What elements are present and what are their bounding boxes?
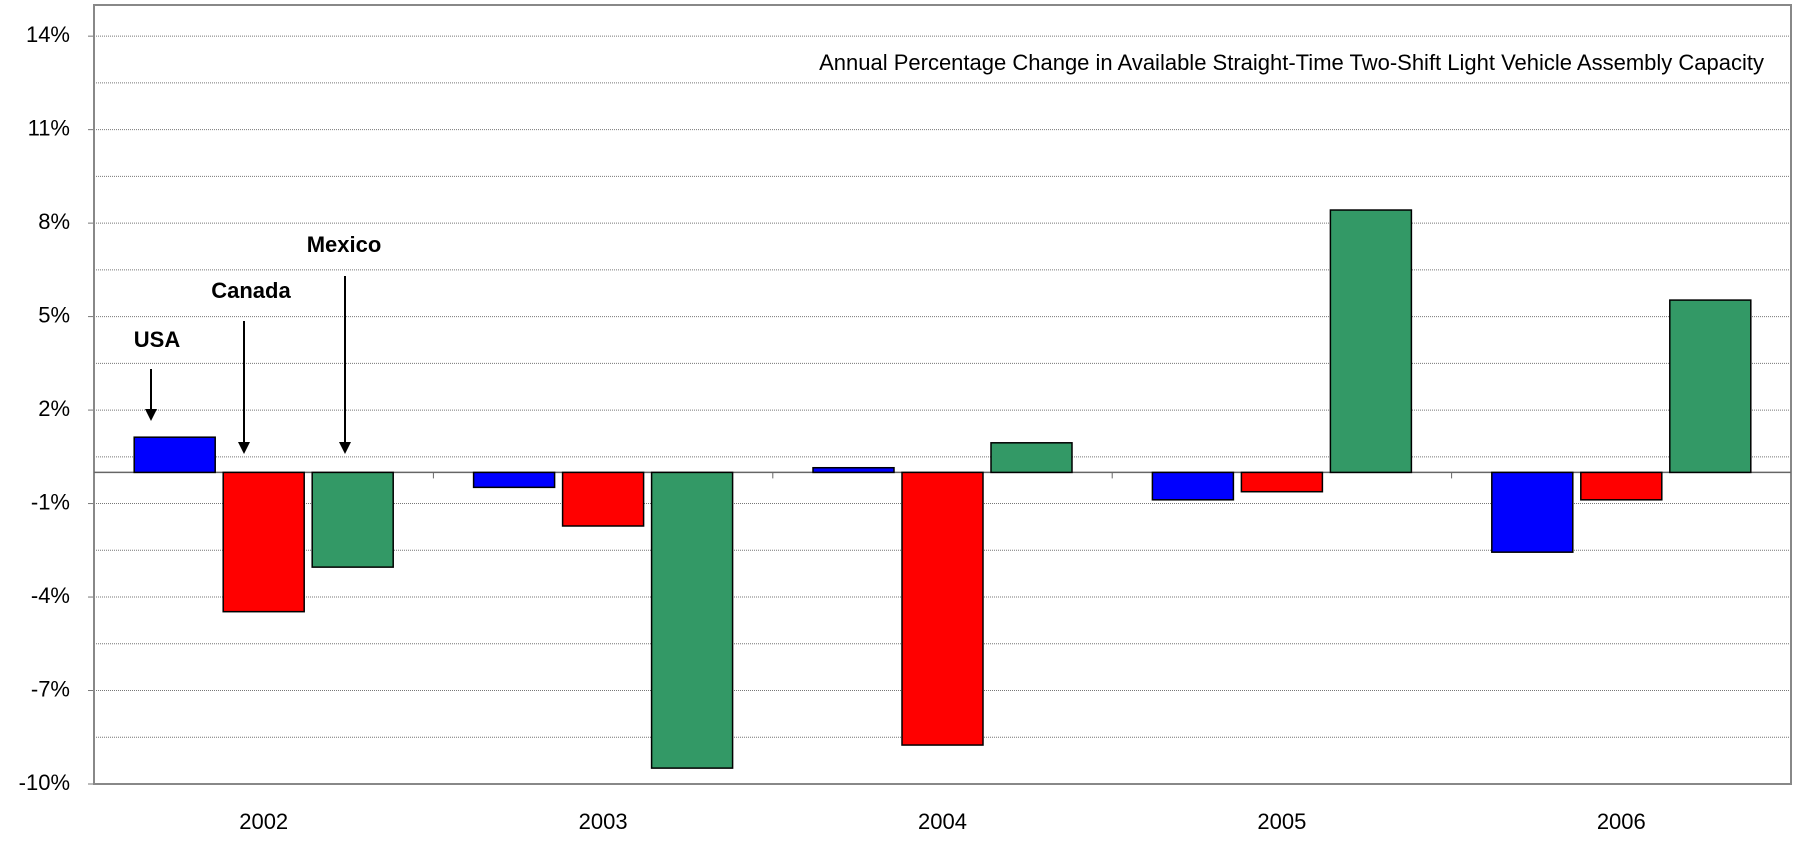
- legend-arrowhead: [238, 442, 250, 454]
- bar: [1491, 471, 1574, 553]
- bar: [1669, 299, 1752, 474]
- y-tick-label: 5%: [38, 302, 70, 327]
- bar: [901, 471, 984, 746]
- y-tick-label: 8%: [38, 209, 70, 234]
- bar: [472, 471, 556, 489]
- bar: [650, 471, 734, 769]
- bar: [561, 471, 645, 527]
- y-tick-label: 11%: [28, 115, 70, 140]
- bar: [812, 466, 895, 474]
- y-tick-label: 2%: [38, 396, 70, 421]
- bar: [222, 471, 305, 613]
- x-tick-label: 2003: [579, 809, 628, 834]
- bar: [1151, 471, 1235, 501]
- legend-arrowhead: [145, 409, 157, 421]
- bar: [1580, 471, 1663, 501]
- plot-frame: [93, 4, 1792, 785]
- legend-label: USA: [134, 327, 181, 352]
- legend-label: Canada: [211, 278, 291, 303]
- y-tick-label: -1%: [31, 489, 70, 514]
- x-tick-label: 2004: [918, 809, 967, 834]
- y-tick-label: -4%: [31, 583, 70, 608]
- y-tick-label: -7%: [31, 676, 70, 701]
- bar: [1240, 471, 1324, 493]
- x-tick-label: 2006: [1597, 809, 1646, 834]
- legend-label: Mexico: [307, 232, 382, 257]
- y-tick-label: 14%: [26, 22, 70, 47]
- y-tick-label: -10%: [19, 770, 70, 795]
- bar: [311, 471, 394, 568]
- bar: [990, 442, 1073, 474]
- bar: [1329, 209, 1413, 474]
- x-tick-label: 2005: [1257, 809, 1306, 834]
- chart-title: Annual Percentage Change in Available St…: [819, 50, 1764, 75]
- legend-arrowhead: [339, 442, 351, 454]
- x-tick-label: 2002: [239, 809, 288, 834]
- bar: [133, 436, 216, 474]
